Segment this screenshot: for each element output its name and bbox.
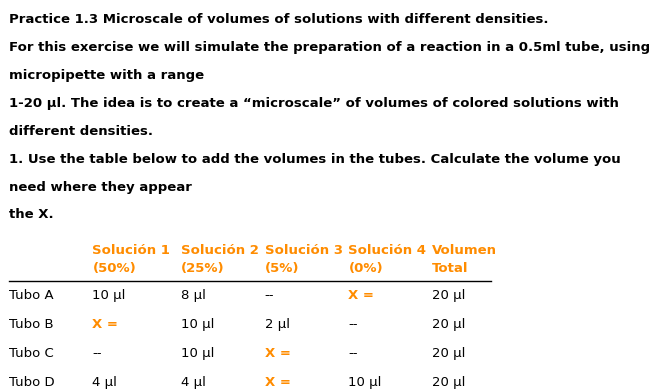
Text: (25%): (25%) xyxy=(181,261,225,274)
Text: different densities.: different densities. xyxy=(8,125,153,138)
Text: 8 μl: 8 μl xyxy=(181,289,206,302)
Text: Tubo A: Tubo A xyxy=(8,289,53,302)
Text: 20 μl: 20 μl xyxy=(432,318,466,331)
Text: micropipette with a range: micropipette with a range xyxy=(8,69,204,82)
Text: 20 μl: 20 μl xyxy=(432,376,466,389)
Text: 1. Use the table below to add the volumes in the tubes. Calculate the volume you: 1. Use the table below to add the volume… xyxy=(8,152,621,165)
Text: (50%): (50%) xyxy=(93,261,136,274)
Text: 20 μl: 20 μl xyxy=(432,289,466,302)
Text: 2 μl: 2 μl xyxy=(265,318,289,331)
Text: 4 μl: 4 μl xyxy=(93,376,117,389)
Text: Practice 1.3 Microscale of volumes of solutions with different densities.: Practice 1.3 Microscale of volumes of so… xyxy=(8,13,548,26)
Text: --: -- xyxy=(93,347,102,360)
Text: Solución 3: Solución 3 xyxy=(265,244,343,257)
Text: 4 μl: 4 μl xyxy=(181,376,206,389)
Text: --: -- xyxy=(348,318,358,331)
Text: Solución 1: Solución 1 xyxy=(93,244,170,257)
Text: 1-20 μl. The idea is to create a “microscale” of volumes of colored solutions wi: 1-20 μl. The idea is to create a “micros… xyxy=(8,97,619,110)
Text: --: -- xyxy=(265,289,274,302)
Text: For this exercise we will simulate the preparation of a reaction in a 0.5ml tube: For this exercise we will simulate the p… xyxy=(8,41,652,54)
Text: (0%): (0%) xyxy=(348,261,383,274)
Text: (5%): (5%) xyxy=(265,261,299,274)
Text: 10 μl: 10 μl xyxy=(348,376,382,389)
Text: Tubo C: Tubo C xyxy=(8,347,53,360)
Text: Volumen: Volumen xyxy=(432,244,497,257)
Text: X =: X = xyxy=(93,318,118,331)
Text: X =: X = xyxy=(265,347,291,360)
Text: Tubo D: Tubo D xyxy=(8,376,54,389)
Text: 10 μl: 10 μl xyxy=(181,318,215,331)
Text: need where they appear: need where they appear xyxy=(8,180,192,194)
Text: X =: X = xyxy=(265,376,291,389)
Text: Total: Total xyxy=(432,261,469,274)
Text: X =: X = xyxy=(348,289,374,302)
Text: 10 μl: 10 μl xyxy=(181,347,215,360)
Text: --: -- xyxy=(348,347,358,360)
Text: Solución 4: Solución 4 xyxy=(348,244,426,257)
Text: the X.: the X. xyxy=(8,209,53,221)
Text: Tubo B: Tubo B xyxy=(8,318,53,331)
Text: 20 μl: 20 μl xyxy=(432,347,466,360)
Text: 10 μl: 10 μl xyxy=(93,289,126,302)
Text: Solución 2: Solución 2 xyxy=(181,244,259,257)
